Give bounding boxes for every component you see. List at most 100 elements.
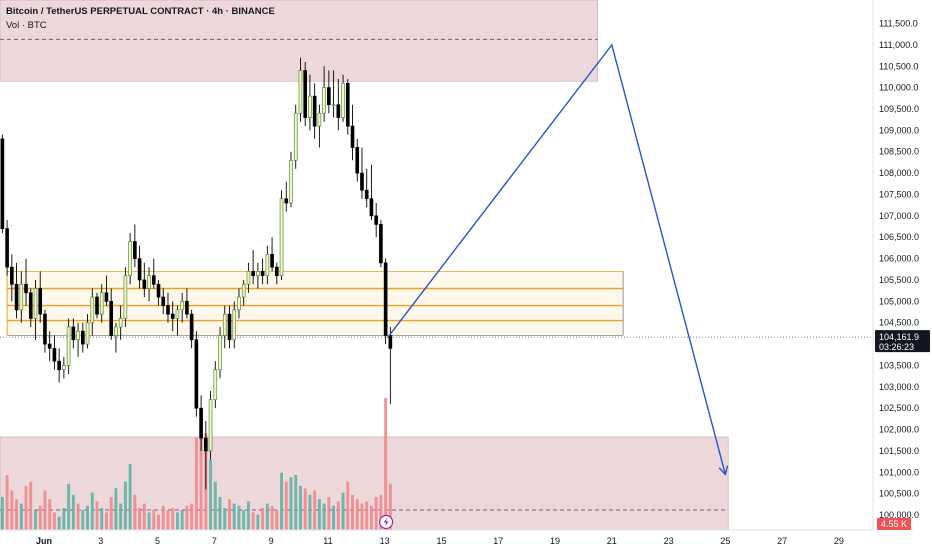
candle [355,138,360,182]
volume-bar [142,503,146,530]
volume-bar [242,510,246,530]
candle [388,326,393,404]
candle [142,262,147,298]
candle [350,104,355,161]
volume-bar [228,499,231,530]
candle [322,66,326,122]
y-tick-label: 105,000.0 [879,296,919,306]
candle-body [0,138,5,230]
chart-legend: Bitcoin / TetherUS PERPETUAL CONTRACT · … [6,5,275,33]
volume-bar [322,503,326,530]
candle-body [274,266,279,277]
x-tick-label: 13 [380,536,390,546]
lightning-icon[interactable] [379,514,394,530]
volume-bar [152,510,156,530]
price-axis-background [873,0,932,550]
candle [341,74,345,122]
candle [270,237,274,272]
volume-bar [317,499,321,530]
candle [208,391,213,460]
candle [151,258,156,289]
volume-bar [336,501,340,530]
candle [251,250,255,285]
x-tick-label: 19 [550,536,560,546]
volume-bar [303,488,307,530]
volume-bar [81,510,85,530]
candle [19,271,24,323]
candle-body [14,283,19,311]
volume-bar [284,481,288,530]
candle-body [189,313,194,341]
candle-body [52,347,57,362]
volume-bar [180,510,184,530]
x-tick-label: 9 [269,536,274,546]
candle [374,203,378,238]
candle [360,147,364,199]
candle [166,292,170,323]
candle-body [303,70,308,118]
candle [95,292,99,319]
candle-body [260,271,265,277]
candle-body [133,241,137,259]
volume-bars [0,398,392,530]
volume-bar [0,497,4,530]
y-tick-label: 101,000.0 [879,467,919,477]
candle [204,421,208,490]
candle [256,262,260,289]
candle [213,361,218,409]
volume-bar [256,514,260,530]
candle-body [185,300,189,315]
candle [317,104,322,148]
supply-zone [0,0,598,82]
candle [293,104,298,169]
candle-body [369,198,374,217]
candle [312,83,317,139]
volume-bar [341,492,345,530]
candle [327,70,331,114]
projection-arrowhead [718,465,729,476]
projection-path[interactable] [386,43,729,476]
y-tick-label: 108,500.0 [879,147,919,157]
zone-layer [0,0,729,531]
candle [279,190,284,280]
candle-body [289,159,293,204]
candle-body [123,275,128,319]
candle-body [270,253,274,268]
volume-bar [5,475,9,530]
candle [123,267,128,327]
y-tick-label: 106,000.0 [879,254,919,264]
candle [5,220,9,276]
volume-tag-bg [877,518,911,530]
candle [147,267,151,302]
candle [241,279,246,306]
candle-body [151,275,156,285]
y-tick-label: 111,000.0 [879,40,918,50]
candle [383,258,388,345]
volume-tag: 4.55 K [877,518,911,530]
candle [246,262,251,293]
volume-bar [90,492,94,530]
candle [265,245,270,285]
volume-bar [10,490,14,530]
candle [336,79,341,131]
candle [227,305,232,349]
volume-bar [109,497,113,530]
candle-body [19,283,24,311]
volume-bar [38,505,42,530]
demand-zone [0,436,729,531]
candle-body [218,335,222,371]
volume-bar [232,503,236,530]
candle [104,275,109,306]
y-tick-label: 109,500.0 [879,104,919,114]
candle-body [38,288,43,315]
candle [274,262,279,285]
candle-body [199,407,203,439]
volume-bar [57,516,61,530]
candle-body [360,172,364,191]
candle-body [336,104,341,118]
volume-bar [360,503,364,530]
candle-body [350,125,355,148]
candle [66,318,71,374]
